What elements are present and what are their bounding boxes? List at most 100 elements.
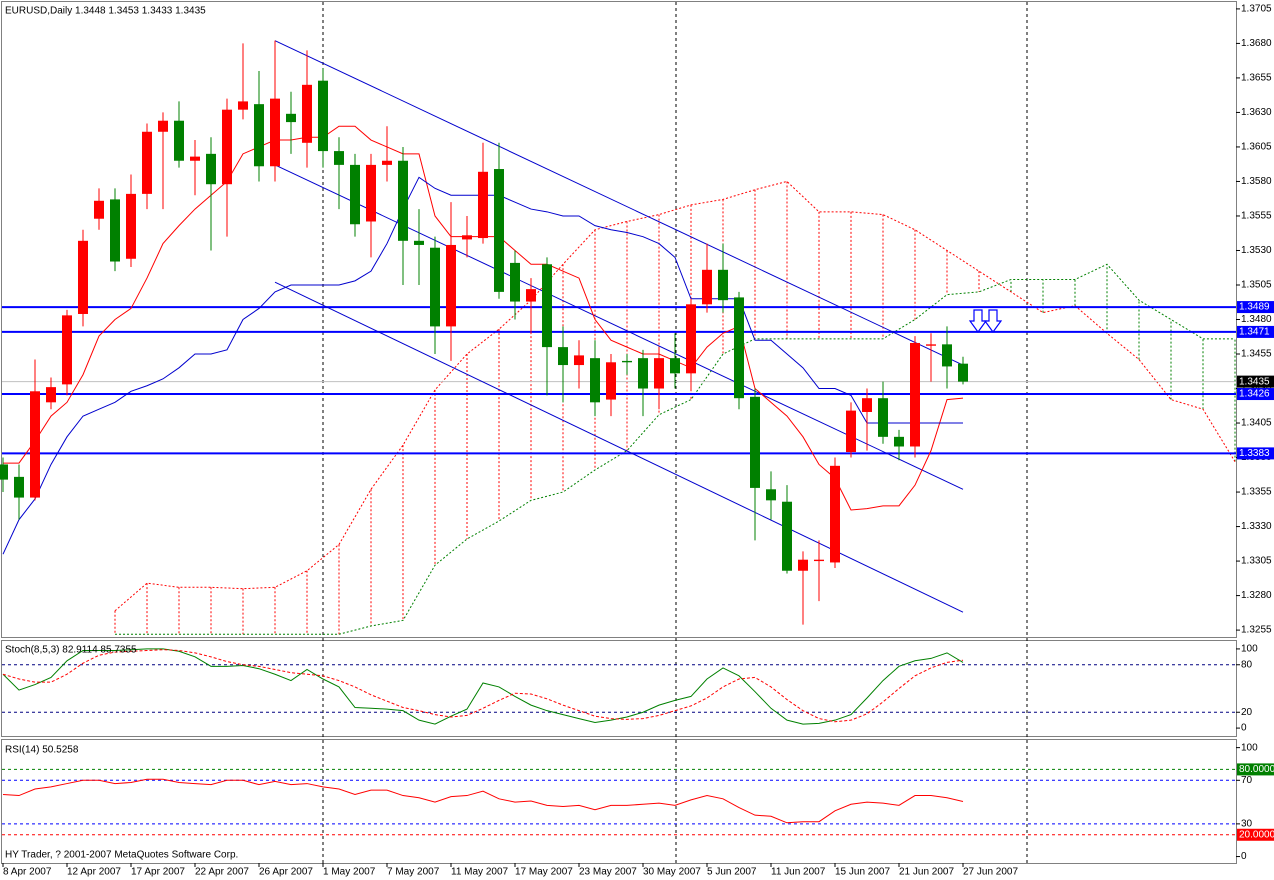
- indicator-line: [2, 649, 964, 723]
- candle-body: [190, 156, 200, 161]
- cloud-span: [114, 180, 1236, 612]
- candle-body: [686, 304, 696, 374]
- level-label-box: [1237, 325, 1274, 338]
- x-tick-label: 1 May 2007: [323, 867, 376, 878]
- y-tick-label: 0: [1241, 851, 1247, 862]
- candle-body: [30, 391, 40, 498]
- candle-body: [798, 559, 808, 571]
- level-label: 20.0000: [1239, 829, 1274, 840]
- candle-body: [446, 244, 456, 327]
- stoch-title: Stoch(8,5,3) 82.9114 85.7355: [5, 645, 137, 656]
- down-arrow: [983, 309, 1003, 334]
- level-label-box: [1237, 763, 1274, 776]
- level-label: 80.0000: [1239, 764, 1274, 775]
- y-tick-label: 1.3305: [1241, 556, 1272, 567]
- y-tick-label: 20: [1241, 707, 1253, 718]
- x-tick-label: 15 Jun 2007: [835, 867, 890, 878]
- y-tick-label: 1.3705: [1241, 4, 1272, 15]
- y-tick-label: 1.3505: [1241, 280, 1272, 291]
- y-tick-label: 1.3280: [1241, 590, 1272, 601]
- x-tick-label: 17 May 2007: [515, 867, 573, 878]
- candle-body: [478, 171, 488, 239]
- candle-body: [110, 199, 120, 262]
- candle-body: [302, 84, 312, 143]
- level-label-box: [1237, 447, 1274, 460]
- level-label: 1.3383: [1239, 448, 1270, 459]
- candle-body: [0, 464, 8, 480]
- rsi-title: RSI(14) 50.5258: [5, 745, 79, 756]
- candle-body: [958, 363, 968, 382]
- plot-layer: 1.3705 1.3680 1.3655 1.3630 1.3605 1.3580 1.35…: [0, 4, 1274, 878]
- y-tick-label: 1.3580: [1241, 176, 1272, 187]
- candle-body: [814, 559, 824, 562]
- candle-body: [334, 151, 344, 165]
- x-tick-label: 8 Apr 2007: [3, 867, 52, 878]
- price-label: 1.3435: [1239, 376, 1270, 387]
- y-tick-label: 1.3255: [1241, 625, 1272, 636]
- y-tick-label: 1.3530: [1241, 245, 1272, 256]
- rsi-panel-frame: [1, 739, 1237, 864]
- x-tick-label: 17 Apr 2007: [131, 867, 185, 878]
- candle-body: [430, 247, 440, 327]
- candle-body: [142, 131, 152, 194]
- candle-body: [318, 80, 328, 152]
- y-tick-label: 1.3455: [1241, 349, 1272, 360]
- y-tick-label: 30: [1241, 819, 1253, 830]
- candle-body: [830, 465, 840, 563]
- candle-body: [174, 120, 184, 161]
- candle-body: [558, 347, 568, 366]
- x-tick-label: 23 May 2007: [579, 867, 637, 878]
- x-tick-label: 27 Jun 2007: [963, 867, 1018, 878]
- x-tick-label: 11 Jun 2007: [771, 867, 826, 878]
- y-tick-label: 80: [1241, 659, 1253, 670]
- candle-body: [942, 344, 952, 367]
- candle-body: [910, 342, 920, 447]
- candle-body: [926, 344, 936, 346]
- y-tick-label: 1.3680: [1241, 38, 1272, 49]
- candle-body: [126, 193, 136, 259]
- candle-body: [222, 109, 232, 185]
- trendline: [274, 281, 964, 613]
- candle-body: [718, 269, 728, 301]
- level-label-box: [1237, 301, 1274, 314]
- y-tick-label: 1.3605: [1241, 142, 1272, 153]
- candle-body: [270, 98, 280, 167]
- candle-body: [862, 398, 872, 412]
- candle-body: [366, 164, 376, 222]
- x-tick-label: 12 Apr 2007: [67, 867, 121, 878]
- level-label: 1.3426: [1239, 389, 1270, 400]
- x-tick-label: 30 May 2007: [643, 867, 701, 878]
- x-tick-label: 26 Apr 2007: [259, 867, 313, 878]
- candle-body: [766, 489, 776, 501]
- y-tick-label: 1.3555: [1241, 211, 1272, 222]
- candle-body: [670, 358, 680, 374]
- y-tick-label: 1.3655: [1241, 73, 1272, 84]
- candle-body: [622, 360, 632, 363]
- x-tick-label: 5 Jun 2007: [707, 867, 757, 878]
- stoch-panel-frame: [1, 640, 1237, 737]
- candle-body: [542, 264, 552, 348]
- x-tick-label: 7 May 2007: [387, 867, 440, 878]
- candle-body: [782, 501, 792, 571]
- level-label: 1.3489: [1239, 302, 1270, 313]
- x-tick-label: 21 Jun 2007: [899, 867, 954, 878]
- candle-body: [206, 153, 216, 185]
- candle-body: [606, 362, 616, 400]
- y-tick-label: 0: [1241, 723, 1247, 734]
- down-arrow: [968, 309, 988, 334]
- trendline: [274, 40, 964, 366]
- candle-body: [574, 355, 584, 366]
- candle-body: [750, 396, 760, 488]
- y-tick-label: 1.3330: [1241, 521, 1272, 532]
- candle-body: [94, 200, 104, 219]
- x-tick-label: 11 May 2007: [451, 867, 509, 878]
- candle-body: [590, 358, 600, 403]
- candle-body: [510, 262, 520, 302]
- y-tick-label: 100: [1241, 644, 1258, 655]
- candle-body: [238, 101, 248, 110]
- candle-body: [382, 160, 392, 165]
- level-label-box: [1237, 828, 1274, 841]
- candle-body: [350, 164, 360, 225]
- copyright: HY Trader, ? 2001-2007 MetaQuotes Softwa…: [5, 850, 238, 861]
